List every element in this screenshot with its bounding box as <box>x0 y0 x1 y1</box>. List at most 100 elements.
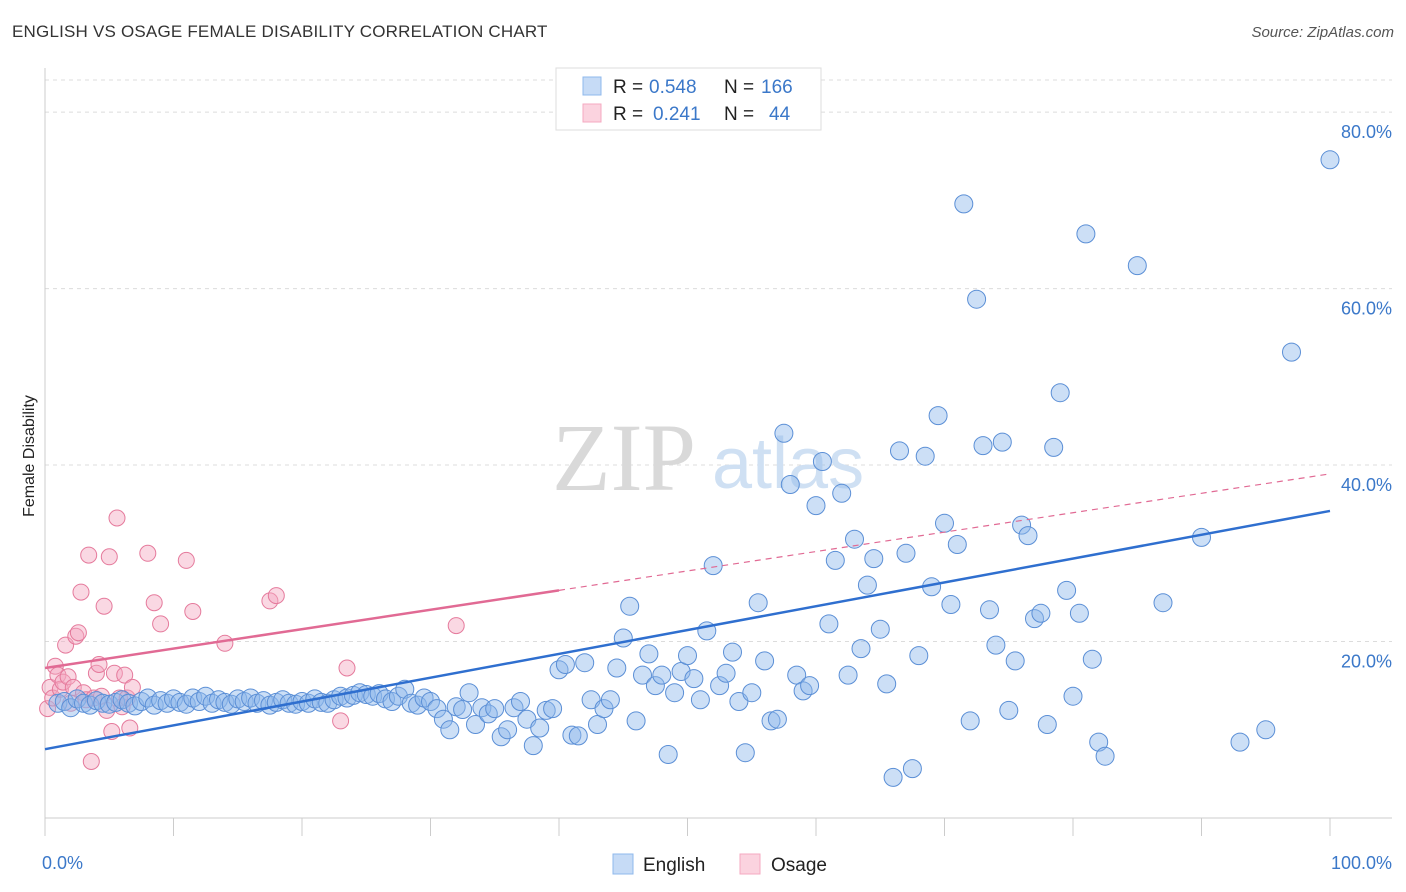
english-point-133 <box>902 759 922 779</box>
english-point-170 <box>1320 150 1340 170</box>
english-point-63 <box>453 700 473 719</box>
english-point-118 <box>806 496 826 516</box>
english-point-58 <box>421 692 440 711</box>
osage-trend-extension <box>558 473 1331 591</box>
english-point-95 <box>658 745 678 764</box>
english-point-134 <box>909 646 929 666</box>
legend-r-label-osage: R = <box>613 104 643 125</box>
trend-lines <box>44 473 1331 751</box>
osage-point-44 <box>447 617 465 635</box>
legend-swatch-osage <box>582 103 602 123</box>
english-point-148 <box>999 700 1019 720</box>
english-point-64 <box>459 683 479 703</box>
osage-point-36 <box>152 615 170 633</box>
english-point-84 <box>588 715 607 734</box>
english-point-155 <box>1044 437 1064 457</box>
english-point-0 <box>48 693 68 713</box>
english-point-103 <box>710 676 730 696</box>
english-point-23 <box>196 686 216 706</box>
legend-r-value-osage: 0.241 <box>653 104 701 125</box>
english-point-143 <box>967 289 987 309</box>
english-point-112 <box>767 709 787 729</box>
legend-r-value-english: 0.548 <box>649 77 697 98</box>
english-point-169 <box>1282 342 1301 362</box>
english-point-82 <box>575 653 595 673</box>
english-point-153 <box>1031 603 1051 623</box>
english-point-8 <box>99 694 119 714</box>
english-point-57 <box>414 688 434 708</box>
english-point-68 <box>485 699 505 719</box>
english-point-158 <box>1063 686 1083 706</box>
y-tick-label-0: 20.0% <box>1341 652 1392 672</box>
osage-point-12 <box>69 624 87 642</box>
english-point-111 <box>761 711 781 731</box>
english-point-18 <box>164 689 183 709</box>
osage-point-26 <box>105 664 123 682</box>
english-point-117 <box>800 676 820 696</box>
osage-point-6 <box>54 673 72 691</box>
y-tick-label-1: 40.0% <box>1341 475 1392 495</box>
osage-point-42 <box>332 712 350 730</box>
english-point-91 <box>633 665 652 685</box>
english-point-98 <box>678 646 697 666</box>
osage-point-17 <box>82 753 100 770</box>
english-point-108 <box>742 683 762 703</box>
osage-point-1 <box>41 678 59 696</box>
english-point-165 <box>1153 593 1173 613</box>
osage-point-35 <box>145 594 163 612</box>
english-point-87 <box>607 658 627 678</box>
osage-point-13 <box>72 583 90 601</box>
osage-point-24 <box>100 548 118 566</box>
osage-point-38 <box>184 603 202 620</box>
english-point-81 <box>568 726 588 746</box>
english-point-52 <box>382 692 402 711</box>
english-point-160 <box>1076 224 1096 244</box>
english-point-94 <box>652 665 672 685</box>
y-tick-labels: 20.0% 40.0% 60.0% 80.0% <box>1341 122 1392 671</box>
x-tick-label-end: 100.0% <box>1331 853 1392 873</box>
osage-point-10 <box>64 678 82 696</box>
english-point-147 <box>992 432 1012 452</box>
english-point-86 <box>600 690 620 710</box>
english-point-139 <box>941 595 961 614</box>
osage-point-41 <box>267 587 285 605</box>
english-point-152 <box>1025 609 1044 629</box>
english-point-113 <box>774 423 794 443</box>
osage-point-27 <box>108 509 126 527</box>
english-point-61 <box>440 720 460 740</box>
english-point-132 <box>896 543 916 563</box>
osage-point-37 <box>177 551 195 569</box>
english-point-65 <box>466 715 485 734</box>
legend-n-value-english: 166 <box>761 77 793 98</box>
english-point-157 <box>1057 580 1077 600</box>
english-point-13 <box>131 692 151 711</box>
english-point-168 <box>1256 720 1276 740</box>
english-point-107 <box>735 743 755 763</box>
english-point-141 <box>954 194 974 214</box>
x-tick-labels: 0.0% 100.0% <box>42 853 1392 873</box>
english-point-125 <box>851 639 871 659</box>
legend-bottom-label-english: English <box>643 855 705 876</box>
english-point-161 <box>1082 649 1102 669</box>
english-point-144 <box>973 436 993 456</box>
english-point-145 <box>980 600 999 620</box>
english-point-127 <box>864 549 884 569</box>
english-point-70 <box>498 720 518 740</box>
english-point-159 <box>1069 603 1089 623</box>
legend-r-label-english: R = <box>613 77 643 98</box>
english-point-67 <box>478 704 498 724</box>
watermark: ZIP atlas <box>552 404 864 511</box>
osage-points <box>39 509 465 770</box>
english-point-90 <box>626 711 646 731</box>
english-point-119 <box>812 452 832 471</box>
osage-point-39 <box>216 634 234 652</box>
english-point-72 <box>511 692 530 711</box>
english-point-96 <box>665 683 685 703</box>
english-point-149 <box>1005 651 1025 671</box>
english-point-59 <box>427 699 447 719</box>
osage-point-8 <box>59 668 77 686</box>
y-tick-label-3: 80.0% <box>1341 122 1392 142</box>
english-point-130 <box>883 767 903 787</box>
english-point-19 <box>170 692 190 712</box>
